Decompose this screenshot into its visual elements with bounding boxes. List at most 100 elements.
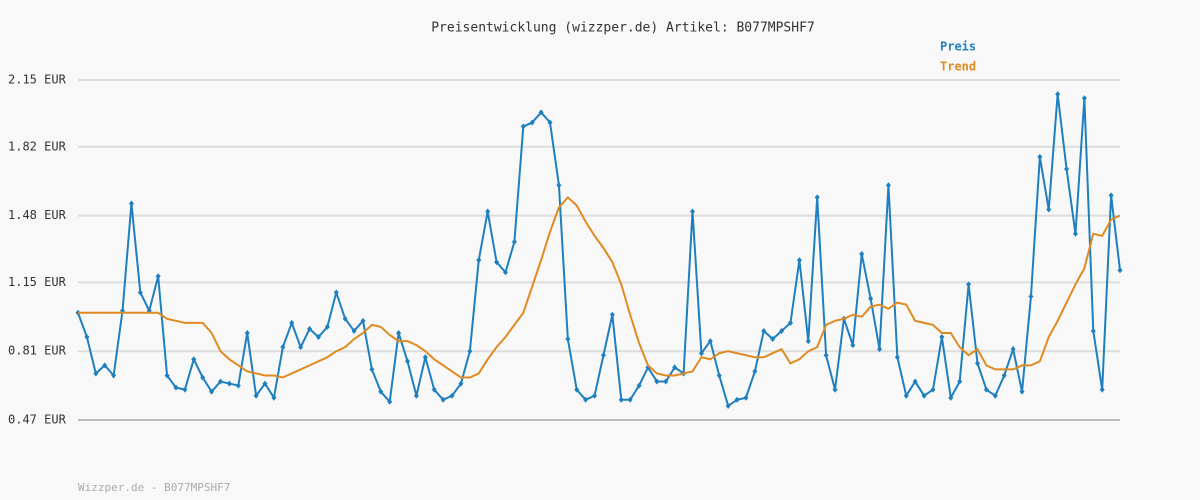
point-marker xyxy=(440,396,446,403)
point-marker xyxy=(280,344,286,351)
point-marker xyxy=(271,394,277,401)
point-marker xyxy=(725,402,731,409)
point-marker xyxy=(538,109,544,116)
point-marker xyxy=(342,315,348,322)
y-tick-label: 1.15 EUR xyxy=(8,275,67,289)
point-marker xyxy=(102,362,108,369)
point-marker xyxy=(770,336,776,343)
point-marker xyxy=(859,251,865,258)
point-marker xyxy=(600,352,606,359)
point-marker xyxy=(431,386,437,393)
point-marker xyxy=(494,259,500,266)
point-marker xyxy=(226,380,232,387)
point-marker xyxy=(992,392,998,399)
point-marker xyxy=(627,396,633,403)
point-marker xyxy=(1117,267,1123,274)
point-marker xyxy=(921,392,927,399)
point-marker xyxy=(209,388,215,395)
point-marker xyxy=(1072,230,1078,237)
point-marker xyxy=(1019,388,1025,395)
series-line xyxy=(78,195,1121,379)
point-marker xyxy=(387,398,393,405)
point-marker xyxy=(716,372,722,379)
point-marker xyxy=(369,366,375,373)
point-marker xyxy=(805,338,811,345)
point-marker xyxy=(574,386,580,393)
point-marker xyxy=(850,342,856,349)
point-marker xyxy=(298,344,304,351)
point-marker xyxy=(413,392,419,399)
point-marker xyxy=(182,386,188,393)
point-marker xyxy=(939,334,945,341)
point-marker xyxy=(1001,372,1007,379)
point-marker xyxy=(324,323,330,330)
point-marker xyxy=(975,360,981,367)
point-marker xyxy=(752,368,758,375)
point-marker xyxy=(814,194,820,201)
point-marker xyxy=(164,372,170,379)
footer: Wizzper.de - B077MPSHF7 xyxy=(78,481,230,494)
point-marker xyxy=(698,350,704,357)
point-marker xyxy=(592,392,598,399)
point-marker xyxy=(912,378,918,385)
y-tick-label: 2.15 EUR xyxy=(8,73,67,87)
point-marker xyxy=(1081,95,1087,102)
point-marker xyxy=(547,119,553,126)
point-marker xyxy=(761,327,767,334)
point-marker xyxy=(485,208,491,215)
point-marker xyxy=(422,354,428,361)
point-marker xyxy=(556,182,562,189)
y-tick-label: 0.81 EUR xyxy=(8,344,67,358)
point-marker xyxy=(1108,192,1114,199)
point-marker xyxy=(565,336,571,343)
y-tick-label: 0.47 EUR xyxy=(8,413,67,427)
point-marker xyxy=(128,200,134,207)
point-marker xyxy=(1010,346,1016,353)
point-marker xyxy=(476,257,482,264)
point-marker xyxy=(458,380,464,387)
legend-label: Trend xyxy=(940,60,976,74)
point-marker xyxy=(315,334,321,341)
chart-title: Preisentwicklung (wizzper.de) Artikel: B… xyxy=(431,21,815,36)
point-marker xyxy=(333,289,339,296)
point-marker xyxy=(262,380,268,387)
point-marker xyxy=(1046,206,1052,213)
point-marker xyxy=(1090,327,1096,334)
point-marker xyxy=(173,384,179,391)
point-marker xyxy=(948,394,954,401)
point-marker xyxy=(289,319,295,326)
y-tick-label: 1.82 EUR xyxy=(8,139,67,153)
point-marker xyxy=(636,382,642,389)
point-marker xyxy=(467,348,473,355)
point-marker xyxy=(137,289,143,296)
point-marker xyxy=(378,388,384,395)
point-marker xyxy=(877,346,883,353)
point-marker xyxy=(930,386,936,393)
point-marker xyxy=(307,325,313,332)
point-marker xyxy=(796,257,802,264)
point-marker xyxy=(1055,91,1061,98)
point-marker xyxy=(155,273,161,280)
point-marker xyxy=(903,392,909,399)
point-marker xyxy=(235,382,241,389)
point-marker xyxy=(520,123,526,130)
y-tick-label: 1.48 EUR xyxy=(8,208,67,222)
point-marker xyxy=(360,317,366,324)
point-marker xyxy=(618,396,624,403)
point-marker xyxy=(966,281,972,288)
legend-label: Preis xyxy=(940,40,976,54)
point-marker xyxy=(743,394,749,401)
point-marker xyxy=(707,338,713,345)
point-marker xyxy=(583,396,589,403)
point-marker xyxy=(787,319,793,326)
point-marker xyxy=(609,311,615,318)
point-marker xyxy=(502,269,508,276)
point-marker xyxy=(868,295,874,302)
point-marker xyxy=(396,329,402,336)
series-line xyxy=(77,94,1121,408)
point-marker xyxy=(663,378,669,385)
point-marker xyxy=(1064,166,1070,173)
point-marker xyxy=(449,392,455,399)
